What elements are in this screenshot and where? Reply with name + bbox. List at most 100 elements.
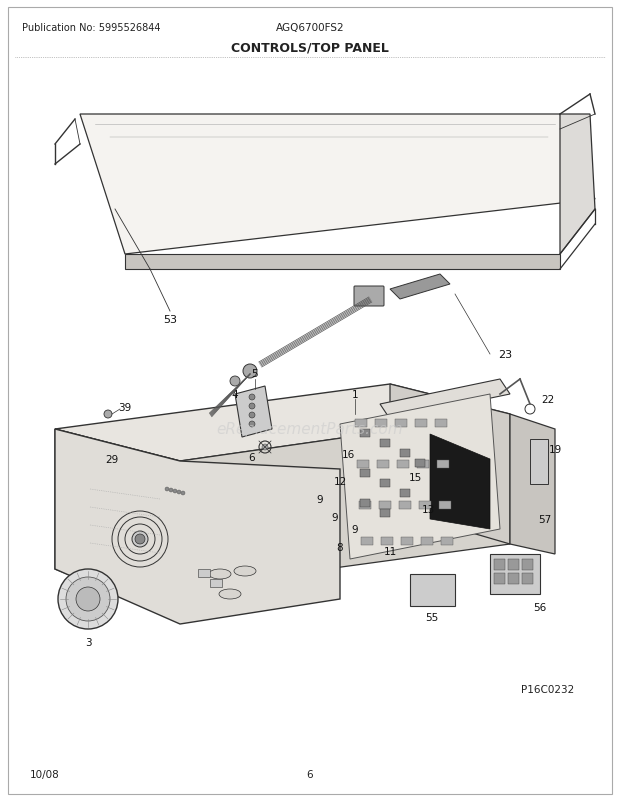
Text: 9: 9 — [317, 494, 323, 504]
Bar — [415, 419, 427, 427]
Polygon shape — [125, 255, 560, 269]
Circle shape — [243, 365, 257, 379]
Bar — [355, 419, 367, 427]
Bar — [441, 537, 453, 545]
Bar — [522, 559, 533, 570]
Polygon shape — [390, 274, 450, 300]
Circle shape — [173, 489, 177, 493]
Bar — [490, 554, 540, 594]
Circle shape — [262, 444, 268, 451]
Polygon shape — [560, 115, 595, 255]
Bar — [375, 419, 387, 427]
Polygon shape — [510, 415, 555, 554]
Bar — [530, 439, 548, 484]
Ellipse shape — [219, 589, 241, 599]
Polygon shape — [80, 115, 595, 255]
Bar — [359, 501, 371, 509]
Bar — [360, 469, 370, 477]
Text: 22: 22 — [541, 395, 555, 404]
Text: 9: 9 — [332, 512, 339, 522]
Text: 39: 39 — [118, 403, 131, 412]
Circle shape — [249, 412, 255, 419]
Bar — [494, 559, 505, 570]
Bar — [360, 429, 370, 437]
Text: 29: 29 — [105, 455, 118, 464]
Bar — [508, 559, 519, 570]
Bar — [400, 449, 410, 457]
Text: 57: 57 — [538, 514, 552, 525]
Polygon shape — [55, 429, 180, 619]
Bar — [361, 537, 373, 545]
Bar — [410, 574, 455, 606]
Text: 8: 8 — [337, 542, 343, 553]
Polygon shape — [55, 384, 510, 461]
Bar — [400, 489, 410, 497]
Polygon shape — [390, 384, 510, 545]
Text: AGQ6700FS2: AGQ6700FS2 — [276, 23, 344, 33]
Bar — [522, 573, 533, 585]
Text: 56: 56 — [533, 602, 547, 612]
Bar — [380, 480, 390, 488]
Text: 4: 4 — [232, 390, 238, 399]
Text: 19: 19 — [548, 444, 562, 455]
Polygon shape — [55, 429, 340, 624]
Text: 10/08: 10/08 — [30, 769, 60, 779]
Bar — [415, 460, 425, 468]
Text: CONTROLS/TOP PANEL: CONTROLS/TOP PANEL — [231, 42, 389, 55]
Circle shape — [181, 492, 185, 496]
Text: 12: 12 — [334, 476, 347, 486]
Bar — [381, 537, 393, 545]
Bar — [401, 537, 413, 545]
Polygon shape — [180, 415, 510, 589]
Bar — [380, 439, 390, 448]
Text: 6: 6 — [307, 769, 313, 779]
Text: 6: 6 — [249, 452, 255, 463]
Circle shape — [135, 534, 145, 545]
Circle shape — [249, 395, 255, 400]
Text: 3: 3 — [85, 638, 91, 647]
Bar — [399, 501, 411, 509]
Circle shape — [230, 376, 240, 387]
Circle shape — [104, 411, 112, 419]
Circle shape — [76, 587, 100, 611]
Circle shape — [177, 490, 181, 494]
Bar — [198, 569, 210, 577]
Bar — [395, 419, 407, 427]
Polygon shape — [380, 379, 510, 419]
Circle shape — [132, 532, 148, 547]
Text: 13: 13 — [422, 504, 435, 514]
Bar — [494, 573, 505, 585]
Ellipse shape — [234, 566, 256, 577]
Text: 15: 15 — [409, 472, 422, 482]
Bar — [435, 419, 447, 427]
Bar — [508, 573, 519, 585]
Text: 1: 1 — [352, 390, 358, 399]
Circle shape — [249, 422, 255, 427]
FancyBboxPatch shape — [354, 286, 384, 306]
Text: P16C0232: P16C0232 — [521, 684, 575, 695]
Text: 53: 53 — [163, 314, 177, 325]
Text: 5: 5 — [252, 369, 259, 379]
Bar — [379, 501, 391, 509]
Text: eReplacementParts.com: eReplacementParts.com — [216, 422, 404, 437]
Text: 11: 11 — [383, 546, 397, 557]
Bar — [397, 460, 409, 468]
Polygon shape — [430, 435, 490, 529]
Bar — [421, 537, 433, 545]
Bar — [437, 460, 449, 468]
Text: 16: 16 — [342, 449, 355, 460]
Bar — [419, 501, 431, 509]
Text: Publication No: 5995526844: Publication No: 5995526844 — [22, 23, 161, 33]
Circle shape — [249, 403, 255, 410]
Polygon shape — [340, 395, 500, 559]
Polygon shape — [235, 387, 272, 437]
Bar — [357, 460, 369, 468]
Circle shape — [169, 488, 173, 492]
Bar — [360, 500, 370, 508]
Text: 9: 9 — [352, 525, 358, 534]
Ellipse shape — [209, 569, 231, 579]
Bar — [210, 579, 222, 587]
Text: 55: 55 — [425, 612, 438, 622]
Bar — [417, 460, 429, 468]
Circle shape — [58, 569, 118, 630]
